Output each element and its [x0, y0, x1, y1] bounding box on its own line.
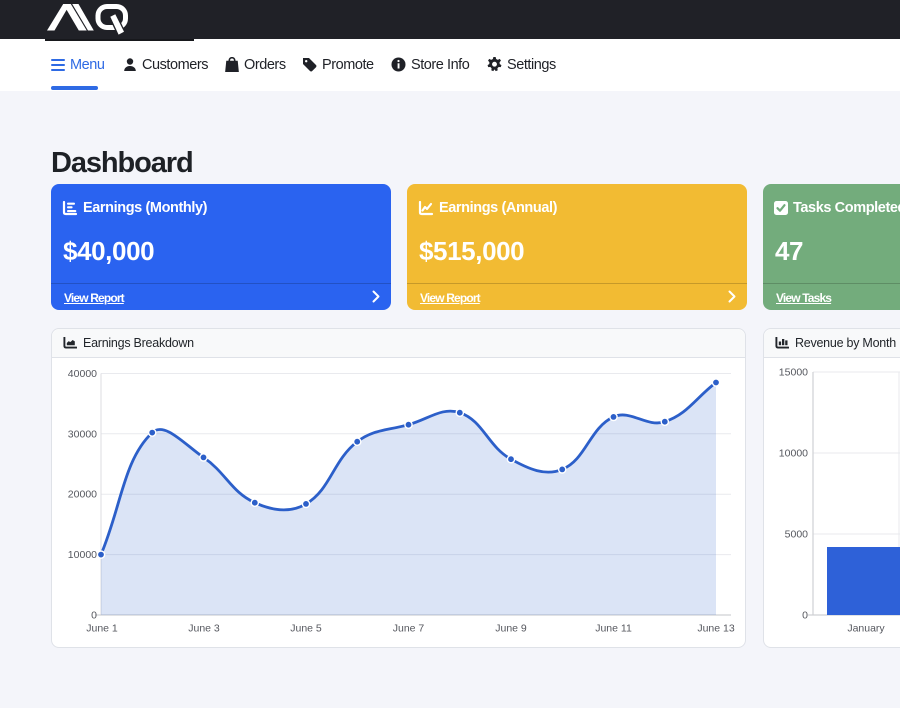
svg-text:0: 0 [91, 610, 97, 622]
svg-text:15000: 15000 [779, 367, 808, 379]
svg-text:40000: 40000 [68, 368, 97, 380]
svg-text:0: 0 [802, 610, 808, 622]
svg-text:June 1: June 1 [86, 623, 118, 635]
svg-text:5000: 5000 [785, 529, 809, 541]
svg-text:June 3: June 3 [188, 623, 220, 635]
svg-text:January: January [847, 623, 885, 635]
svg-text:June 13: June 13 [697, 623, 735, 635]
svg-text:June 7: June 7 [393, 623, 425, 635]
svg-text:10000: 10000 [68, 549, 97, 561]
svg-text:10000: 10000 [779, 448, 808, 460]
svg-text:June 5: June 5 [290, 623, 322, 635]
svg-text:June 9: June 9 [495, 623, 527, 635]
svg-text:20000: 20000 [68, 489, 97, 501]
svg-text:June 11: June 11 [595, 623, 632, 635]
svg-text:30000: 30000 [68, 428, 97, 440]
